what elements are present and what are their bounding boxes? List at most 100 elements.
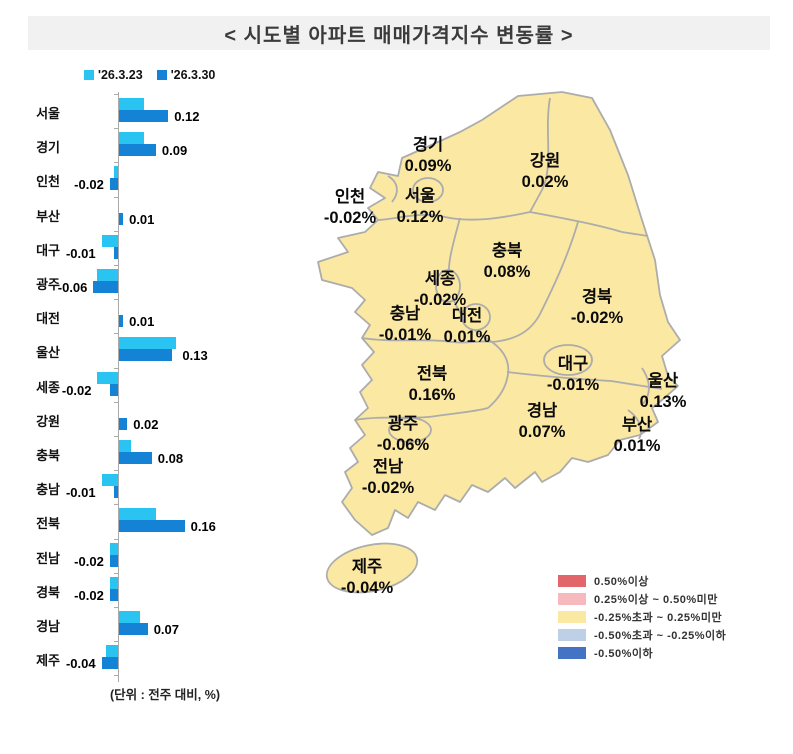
map-region-label-seoul: 서울 0.12% — [360, 186, 480, 228]
map-region-value: 0.07% — [518, 423, 566, 441]
legend-item-prev-week: '26.3.23 — [84, 68, 143, 82]
map-legend-item: 0.25%이상 ~ 0.50%미만 — [558, 590, 726, 608]
map-region-label-jeonbuk: 전북 0.16% — [372, 364, 492, 406]
axis-tick — [114, 675, 118, 676]
daejeon-region — [461, 303, 491, 331]
province-border — [627, 409, 642, 440]
axis-tick — [114, 504, 118, 505]
axis-tick — [114, 368, 118, 369]
axis-tick — [114, 573, 118, 574]
bar-value-label: 0.12 — [174, 109, 200, 124]
axis-tick — [114, 197, 118, 198]
map-region-value: -0.02% — [323, 209, 377, 227]
prev-week-bar — [114, 166, 118, 179]
bar-category-label: 광주 — [36, 277, 60, 292]
current-week-bar — [102, 657, 118, 670]
current-week-bar — [119, 417, 127, 430]
axis-tick — [114, 539, 118, 540]
bar-value-label: -0.01 — [65, 245, 96, 261]
current-week-bar — [119, 452, 152, 464]
bar-category-label: 부산 — [36, 208, 60, 224]
map-region-name: 전남 — [372, 458, 404, 476]
map-region-name: 서울 — [404, 187, 436, 205]
axis-tick — [114, 299, 118, 300]
map-region-value: 0.01% — [613, 437, 661, 455]
prev-week-bar — [119, 508, 156, 521]
axis-tick — [114, 94, 118, 95]
map-region-name: 충북 — [491, 242, 523, 260]
map-region-name: 부산 — [621, 416, 653, 434]
map-region-value: 0.09% — [404, 157, 452, 175]
map-region-value: -0.01% — [546, 376, 600, 394]
province-border — [529, 211, 649, 237]
bar-value-label: 0.01 — [129, 314, 155, 330]
axis-tick — [114, 470, 118, 471]
province-border — [377, 211, 531, 221]
map-region-value: -0.01% — [378, 326, 432, 344]
bar-category-label: 세종 — [36, 379, 60, 395]
current-week-bar — [114, 486, 118, 499]
legend-range-label: -0.50%이하 — [594, 648, 654, 660]
province-border — [361, 337, 493, 344]
province-border — [506, 371, 663, 390]
legend-color-swatch-icon — [558, 575, 586, 587]
current-week-bar — [119, 144, 156, 157]
legend-range-label: 0.25%이상 ~ 0.50%미만 — [594, 594, 718, 606]
daegu-region — [543, 344, 593, 376]
bar-value-label: -0.01 — [65, 485, 96, 501]
prev-week-bar — [110, 542, 118, 555]
map-region-value: -0.02% — [413, 291, 467, 309]
legend-color-swatch-icon — [558, 629, 586, 641]
axis-tick — [114, 265, 118, 266]
map-region-value: 0.16% — [408, 386, 456, 404]
map-legend-item: -0.50%이하 — [558, 644, 726, 662]
bar-category-label: 제주 — [36, 653, 60, 669]
map-region-value: -0.02% — [570, 309, 624, 327]
map-region-value: 0.02% — [521, 173, 569, 191]
map-region-label-incheon: 인천 -0.02% — [290, 187, 410, 229]
prev-week-bar — [97, 269, 118, 281]
bar-value-label: 0.02 — [133, 416, 159, 432]
province-border — [487, 341, 510, 409]
map-region-value: 0.01% — [443, 328, 491, 346]
current-week-bar — [119, 349, 172, 362]
bar-category-label: 경남 — [36, 619, 60, 634]
seoul-region — [412, 177, 444, 203]
bar-value-label: 0.13 — [182, 348, 208, 364]
prev-week-bar — [119, 98, 144, 110]
map-legend-item: 0.50%이상 — [558, 572, 726, 590]
bar-category-label: 경기 — [36, 140, 60, 156]
current-week-bar — [119, 520, 185, 533]
map-region-name: 전북 — [416, 365, 448, 383]
legend-color-swatch-icon — [558, 593, 586, 605]
map-region-value: -0.04% — [340, 579, 394, 597]
bar-category-label: 인천 — [36, 174, 60, 190]
bar-value-label: -0.06 — [57, 280, 88, 295]
map-region-name: 대구 — [557, 355, 589, 373]
map-region-value: -0.02% — [361, 479, 415, 497]
current-week-bar — [110, 554, 118, 567]
axis-tick — [114, 641, 118, 642]
map-region-name: 세종 — [424, 270, 456, 288]
legend-item-current-week: '26.3.30 — [156, 68, 215, 82]
jeju-island — [325, 542, 419, 594]
axis-tick — [114, 436, 118, 437]
map-region-name: 대전 — [451, 307, 483, 325]
bar-category-label: 경북 — [36, 584, 60, 600]
map-legend: 0.50%이상 0.25%이상 ~ 0.50%미만 -0.25%초과 ~ 0.25%… — [558, 572, 726, 662]
map-region-label-gangwon: 강원 0.02% — [485, 151, 605, 193]
prev-week-bar — [102, 474, 118, 487]
province-border — [641, 367, 650, 405]
map-region-name: 광주 — [387, 415, 419, 433]
bar-value-label: 0.09 — [161, 143, 188, 159]
prev-week-bar — [119, 440, 131, 452]
map-region-label-jeju: 제주 -0.04% — [307, 557, 427, 599]
bar-category-label: 충북 — [36, 448, 60, 463]
province-border — [529, 97, 551, 213]
current-week-bar — [119, 212, 123, 225]
sejong-region — [435, 269, 461, 303]
map-legend-item: -0.25%초과 ~ 0.25%미만 — [558, 608, 726, 626]
map-region-value: 0.12% — [396, 208, 444, 226]
